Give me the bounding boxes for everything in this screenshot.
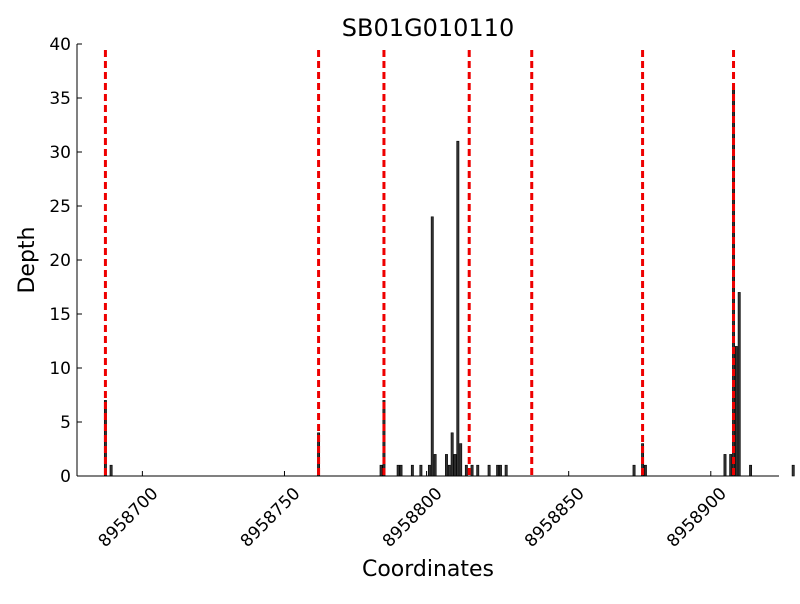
bar-28 bbox=[723, 454, 727, 477]
bar-5 bbox=[396, 464, 400, 477]
x-tick-label-0: 8958700 bbox=[95, 484, 163, 552]
bar-14 bbox=[450, 432, 454, 477]
bars bbox=[103, 86, 795, 477]
y-ticks: 0 5 10 15 20 25 30 35 40 bbox=[49, 35, 82, 487]
bar-1 bbox=[109, 464, 113, 477]
y-tick-label-2: 10 bbox=[49, 359, 71, 379]
x-tick-label-3: 8958850 bbox=[521, 484, 589, 552]
x-ticks: 8958700 8958750 8958800 8958850 8958900 bbox=[95, 471, 731, 552]
bar-16 bbox=[456, 140, 460, 477]
y-tick-label-7: 35 bbox=[49, 89, 71, 109]
bar-9 bbox=[427, 464, 431, 477]
bar-24 bbox=[504, 464, 508, 477]
y-tick-label-4: 20 bbox=[49, 251, 71, 271]
bar-12 bbox=[445, 454, 448, 477]
y-tick-label-1: 5 bbox=[60, 413, 71, 433]
vertical-markers bbox=[103, 50, 736, 476]
bar-7 bbox=[410, 464, 414, 477]
bar-19 bbox=[470, 464, 474, 477]
bar-31 bbox=[734, 346, 738, 477]
y-tick-label-6: 30 bbox=[49, 143, 71, 163]
bar-17 bbox=[459, 443, 463, 477]
bar-13 bbox=[447, 464, 451, 477]
y-tick-label-0: 0 bbox=[60, 467, 71, 487]
axes bbox=[76, 44, 779, 477]
bar-3 bbox=[379, 464, 383, 477]
bar-33 bbox=[749, 464, 753, 477]
y-tick-label-5: 25 bbox=[49, 197, 71, 217]
bar-18 bbox=[464, 464, 468, 477]
bar-32 bbox=[737, 292, 741, 477]
bar-22 bbox=[496, 464, 500, 477]
x-tick-label-2: 8958800 bbox=[379, 484, 447, 552]
bar-20 bbox=[476, 464, 480, 477]
x-axis-label: Coordinates bbox=[362, 557, 494, 582]
bar-34 bbox=[791, 464, 795, 477]
bar-6 bbox=[399, 464, 403, 477]
bar-29 bbox=[729, 454, 733, 477]
y-tick-label-8: 40 bbox=[49, 35, 71, 55]
bar-27 bbox=[643, 464, 647, 477]
y-axis-label: Depth bbox=[15, 226, 40, 293]
bar-23 bbox=[499, 464, 502, 477]
bar-11 bbox=[433, 454, 437, 477]
y-tick-label-3: 15 bbox=[49, 305, 71, 325]
chart-title: SB01G010110 bbox=[342, 14, 514, 42]
bar-15 bbox=[453, 454, 457, 477]
bar-8 bbox=[419, 464, 423, 477]
bar-25 bbox=[632, 464, 636, 477]
bar-10 bbox=[430, 216, 434, 477]
x-tick-label-4: 8958900 bbox=[663, 484, 731, 552]
x-tick-label-1: 8958750 bbox=[237, 484, 305, 552]
bar-21 bbox=[487, 464, 491, 477]
